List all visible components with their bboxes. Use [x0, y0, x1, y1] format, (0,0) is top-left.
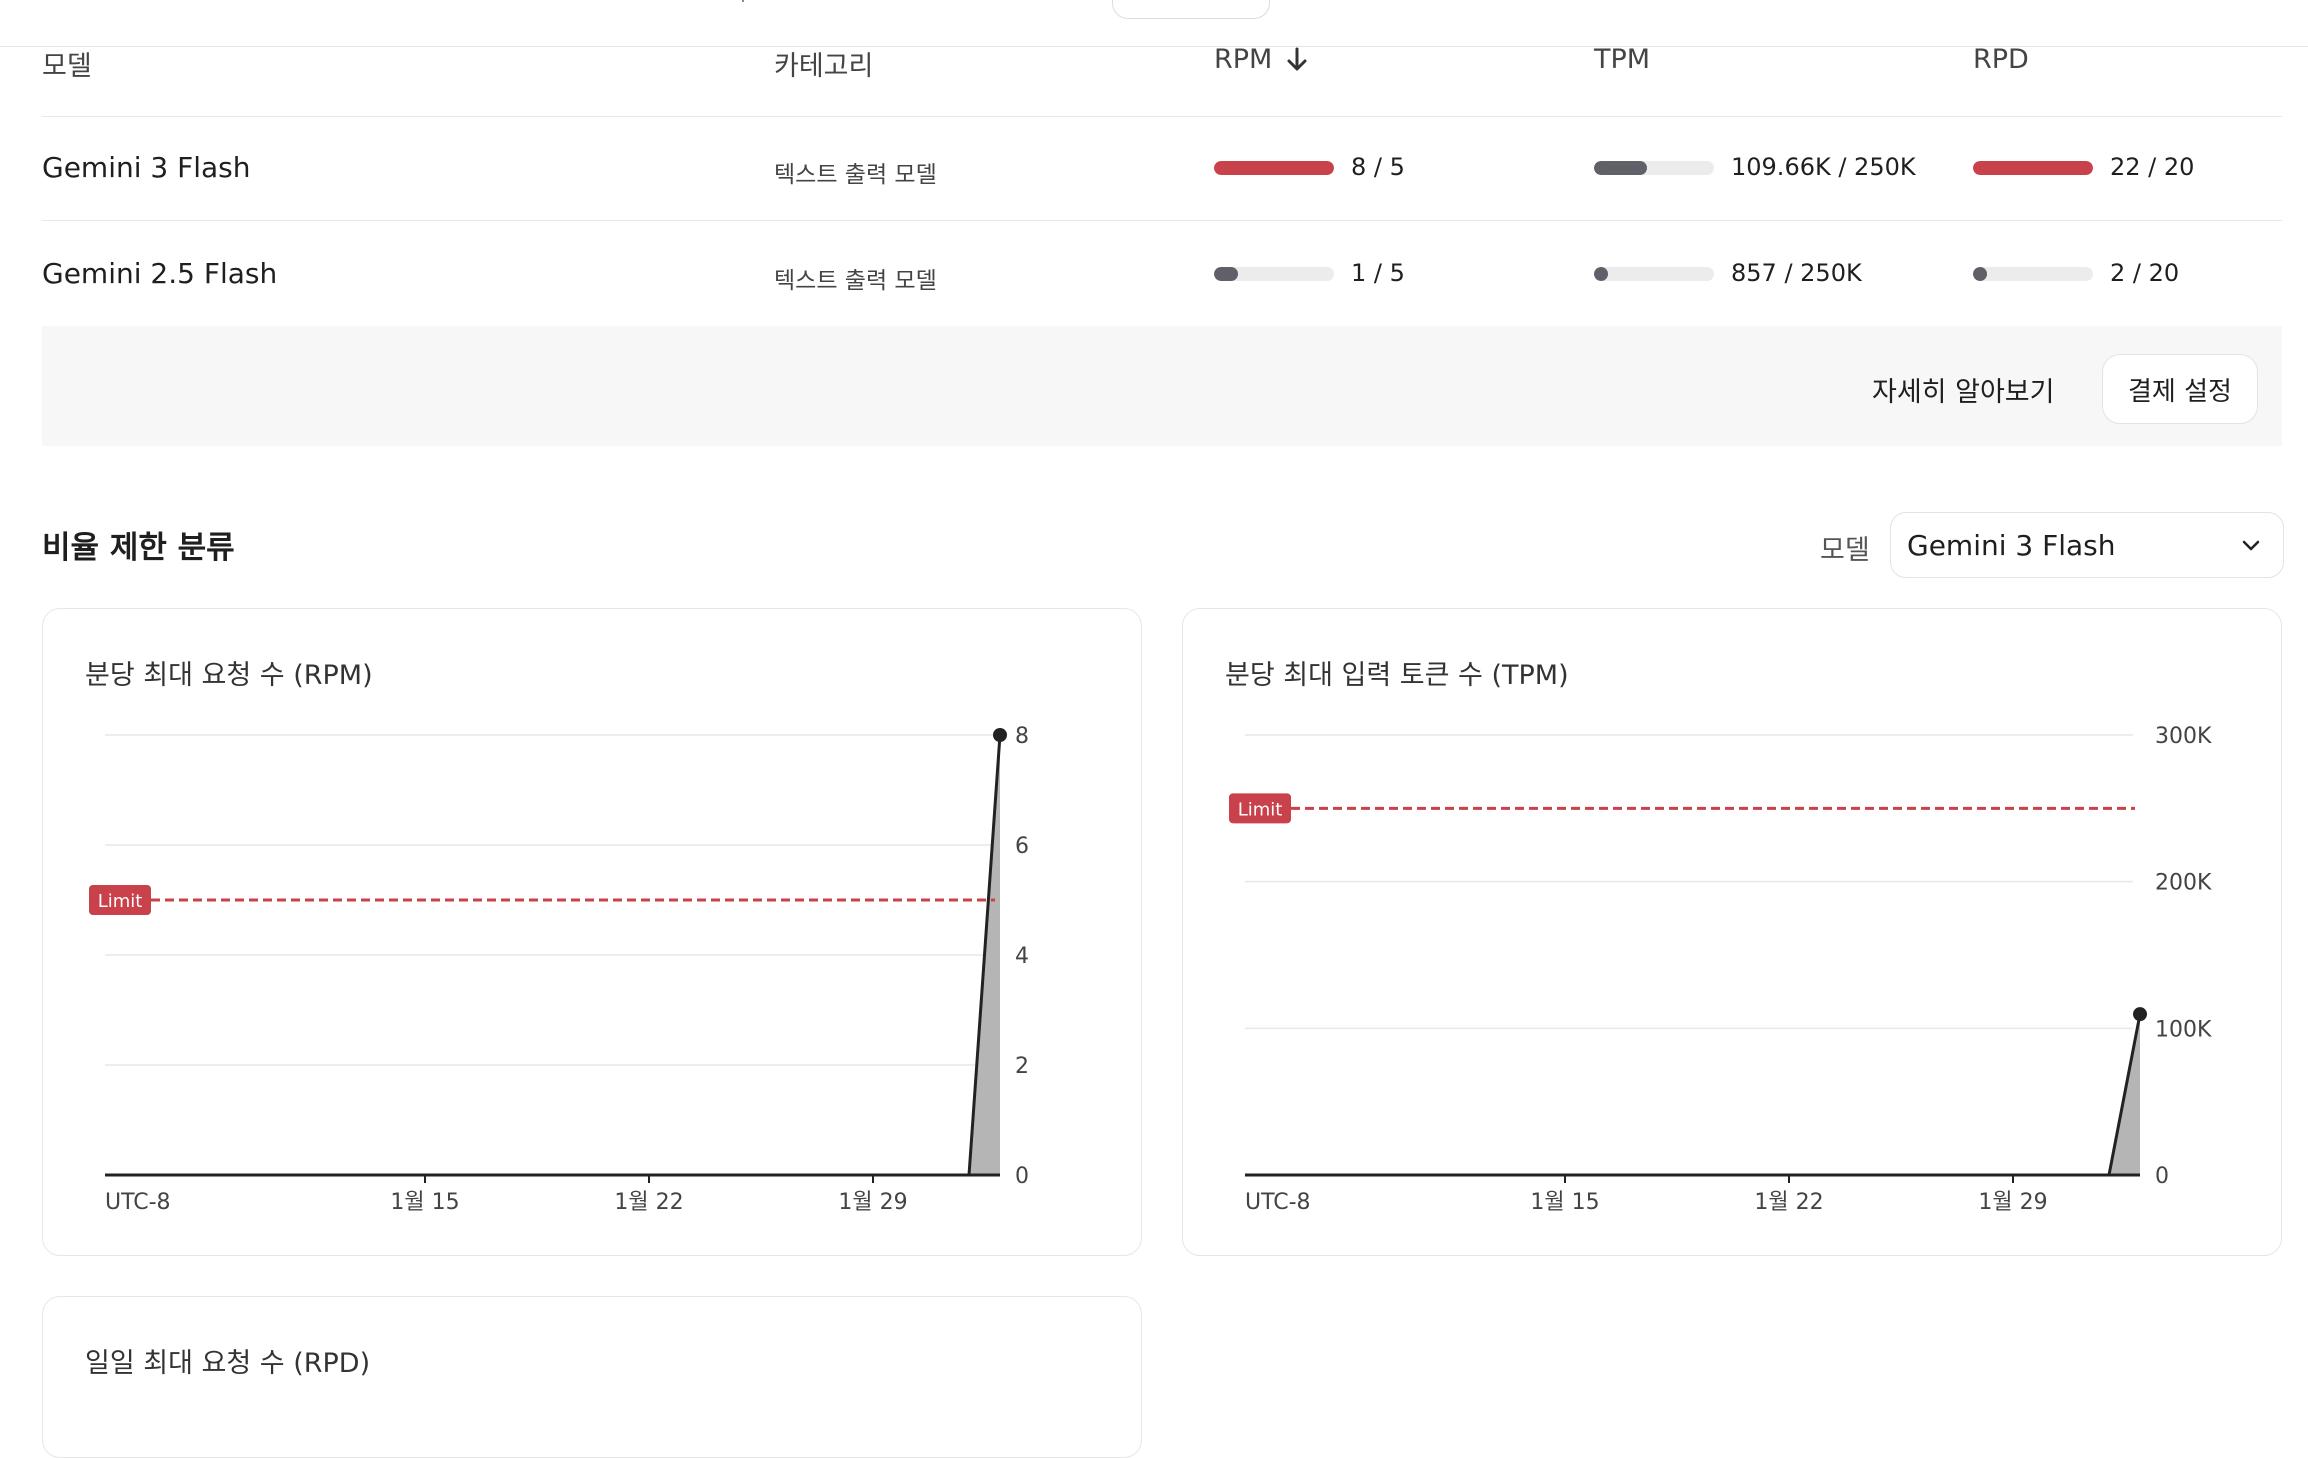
y-tick-label: 100K	[2155, 1017, 2212, 1042]
x-tick-label: UTC-8	[105, 1190, 171, 1215]
table-row[interactable]: Gemini 3 Flash 텍스트 출력 모델 8 / 5 109.66K /…	[0, 117, 2308, 221]
model-name: Gemini 3 Flash	[42, 151, 251, 184]
tpm-chart: 0 100K 200K 300K UTC-8 1월 15 1월 22 1월 29 Limit	[1229, 724, 2212, 1215]
series-line	[1245, 1013, 2142, 1177]
rpm-usage-bar	[1214, 161, 1334, 175]
model-select-value: Gemini 3 Flash	[1907, 529, 2116, 562]
y-tick-label: 0	[1015, 1164, 1029, 1189]
sort-descending-icon	[1287, 47, 1307, 70]
rpd-usage-value: 22 / 20	[2110, 153, 2195, 181]
tpm-chart-title: 분당 최대 입력 토큰 수 (TPM)	[1225, 660, 1569, 691]
x-tick-label: 1월 22	[1754, 1190, 1823, 1215]
data-point	[993, 728, 1007, 742]
column-header-tpm[interactable]: TPM	[1594, 44, 1651, 75]
y-tick-label: 0	[2155, 1164, 2169, 1189]
table-footer	[42, 326, 2282, 446]
rpd-usage-bar	[1973, 161, 2093, 175]
x-tick-label: 1월 15	[390, 1190, 459, 1215]
y-tick-label: 4	[1015, 944, 1029, 969]
x-tick-label: UTC-8	[1245, 1190, 1311, 1215]
x-tick-label: 1월 15	[1530, 1190, 1599, 1215]
rpm-usage-value: 1 / 5	[1351, 259, 1405, 287]
table-divider	[42, 116, 2282, 117]
model-category: 텍스트 출력 모델	[774, 162, 937, 188]
y-tick-label: 6	[1015, 834, 1029, 859]
column-header-rpd[interactable]: RPD	[1973, 44, 2029, 75]
limit-badge	[89, 885, 151, 915]
model-select[interactable]: Gemini 3 Flash	[1890, 512, 2284, 578]
column-header-model[interactable]: 모델	[42, 51, 92, 82]
rpm-chart-title: 분당 최대 요청 수 (RPM)	[85, 660, 373, 691]
tpm-usage-value: 857 / 250K	[1731, 259, 1862, 287]
header-text-fragment	[742, 0, 750, 2]
table-divider	[42, 220, 2282, 221]
table-row[interactable]: Gemini 2.5 Flash 텍스트 출력 모델 1 / 5 857 / 2…	[0, 221, 2308, 325]
y-tick-label: 200K	[2155, 871, 2212, 896]
rpd-chart-card: 일일 최대 요청 수 (RPD)	[42, 1296, 1142, 1458]
rpm-chart: 0 2 4 6 8 UTC-8 1월 15 1월 22 1월 29 Limit	[89, 724, 1029, 1215]
model-select-label: 모델	[1820, 535, 1870, 566]
rpd-usage-bar	[1973, 267, 2093, 281]
limit-label: Limit	[1238, 799, 1283, 820]
x-tick-label: 1월 29	[838, 1190, 907, 1215]
billing-settings-button[interactable]: 결제 설정	[2102, 354, 2258, 424]
x-tick-label: 1월 22	[614, 1190, 683, 1215]
y-tick-label: 300K	[2155, 724, 2212, 749]
rpd-chart-title: 일일 최대 요청 수 (RPD)	[85, 1348, 371, 1379]
column-header-rpm-label: RPM	[1214, 44, 1273, 75]
rpm-usage-bar	[1214, 267, 1334, 281]
model-name: Gemini 2.5 Flash	[42, 257, 278, 290]
column-header-rpm[interactable]: RPM	[1214, 44, 1312, 75]
limit-badge	[1229, 793, 1291, 824]
data-point	[2133, 1007, 2147, 1022]
rpm-chart-card: 분당 최대 요청 수 (RPM) 0 2 4 6 8 UTC-8 1월 15 1월 22 1월 …	[42, 608, 1142, 1256]
x-tick-label: 1월 29	[1978, 1190, 2047, 1215]
learn-more-link[interactable]: 자세히 알아보기	[1872, 377, 2055, 408]
tpm-usage-bar	[1594, 267, 1714, 281]
y-tick-label: 8	[1015, 724, 1029, 749]
chevron-down-icon	[2242, 540, 2260, 551]
rpm-usage-value: 8 / 5	[1351, 153, 1405, 181]
model-category: 텍스트 출력 모델	[774, 268, 937, 294]
column-header-category[interactable]: 카테고리	[774, 51, 874, 82]
y-tick-label: 2	[1015, 1054, 1029, 1079]
tpm-usage-value: 109.66K / 250K	[1731, 153, 1916, 181]
header-tab-fragment[interactable]	[1112, 0, 1270, 19]
rpd-usage-value: 2 / 20	[2110, 259, 2180, 287]
header-divider	[0, 46, 2308, 47]
limit-label: Limit	[98, 891, 143, 912]
tpm-usage-bar	[1594, 161, 1714, 175]
section-title: 비율 제한 분류	[42, 530, 235, 566]
tpm-chart-card: 분당 최대 입력 토큰 수 (TPM) 0 100K 200K 300K UTC-8 1월…	[1182, 608, 2282, 1256]
